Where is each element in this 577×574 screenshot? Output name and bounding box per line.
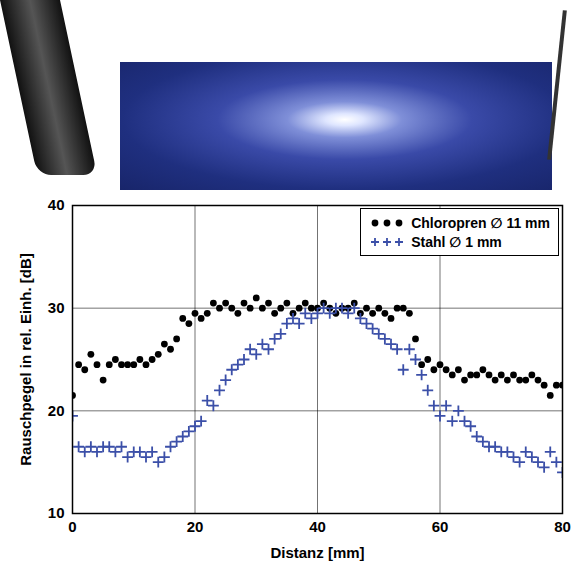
svg-text:Distanz [mm]: Distanz [mm] xyxy=(270,544,364,561)
html-text:Stahl ∅ 1 mm: Stahl ∅ 1 mm xyxy=(411,233,502,250)
svg-text:10: 10 xyxy=(48,504,65,521)
svg-text:Rauschpegel in rel. Einh. [dB]: Rauschpegel in rel. Einh. [dB] xyxy=(17,253,34,466)
svg-text:20: 20 xyxy=(48,402,65,419)
svg-text:0: 0 xyxy=(68,518,76,535)
svg-text:80: 80 xyxy=(554,518,571,535)
svg-text:60: 60 xyxy=(432,518,449,535)
svg-text:20: 20 xyxy=(187,518,204,535)
html-text:Chloropren ∅ 11 mm: Chloropren ∅ 11 mm xyxy=(411,214,550,231)
svg-text:40: 40 xyxy=(309,518,326,535)
svg-text:40: 40 xyxy=(48,196,65,213)
svg-text:30: 30 xyxy=(48,299,65,316)
